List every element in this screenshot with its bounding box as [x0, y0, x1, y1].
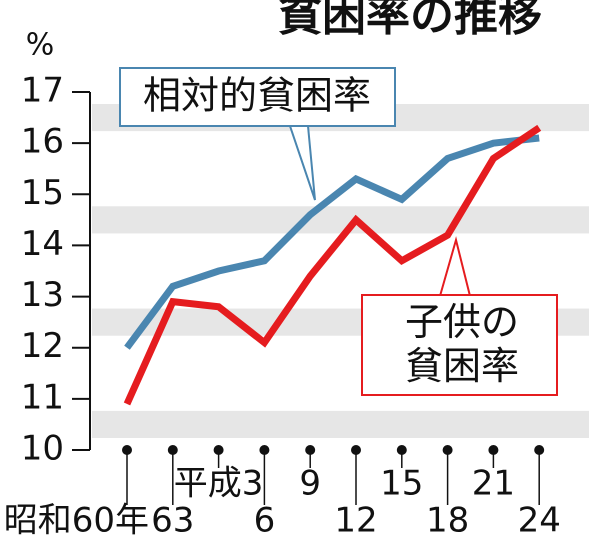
y-tick-label: 16: [21, 122, 64, 162]
legend-box: [119, 67, 396, 127]
x-tick-label: 平成3: [174, 464, 264, 504]
legend-label: 相対的貧困率: [143, 74, 371, 118]
category-dot: [351, 445, 361, 455]
y-tick-label: 15: [21, 173, 64, 213]
legend-label: 子供の貧困率: [404, 300, 519, 388]
category-dot: [488, 445, 499, 455]
category-dot: [442, 445, 453, 455]
y-tick-label: 11: [21, 377, 64, 417]
x-tick-label: 昭和60年: [4, 501, 149, 539]
category-dot: [259, 445, 270, 455]
y-unit: %: [26, 28, 55, 63]
legend-box: [361, 294, 558, 396]
legend-pointer: [439, 236, 471, 297]
category-dot: [167, 445, 178, 455]
grid-band: [92, 410, 589, 438]
y-tick-label: 17: [21, 71, 64, 111]
y-tick-label: 12: [21, 326, 64, 366]
category-dot: [534, 445, 545, 455]
y-tick-label: 14: [21, 224, 64, 264]
data-line: [123, 124, 542, 406]
category-dot: [305, 445, 316, 455]
x-tick-label: 6: [254, 501, 276, 539]
y-tick-label: 10: [21, 429, 64, 469]
x-tick-label: 12: [334, 501, 377, 539]
grid-band: [92, 206, 589, 234]
category-dot: [122, 445, 132, 455]
x-tick-label: 18: [426, 501, 469, 539]
legend-pointer: [289, 125, 316, 201]
category-dot: [213, 445, 224, 455]
data-line: [124, 134, 540, 350]
x-tick-label: 15: [380, 464, 423, 504]
x-tick-label: 24: [518, 501, 561, 539]
x-tick-label: 63: [151, 501, 194, 539]
y-tick-label: 13: [21, 275, 64, 315]
x-tick-label: 21: [472, 464, 515, 504]
x-tick-label: 9: [299, 464, 321, 504]
chart-title: 貧困率の推移: [278, 0, 542, 41]
category-dot: [396, 445, 407, 455]
